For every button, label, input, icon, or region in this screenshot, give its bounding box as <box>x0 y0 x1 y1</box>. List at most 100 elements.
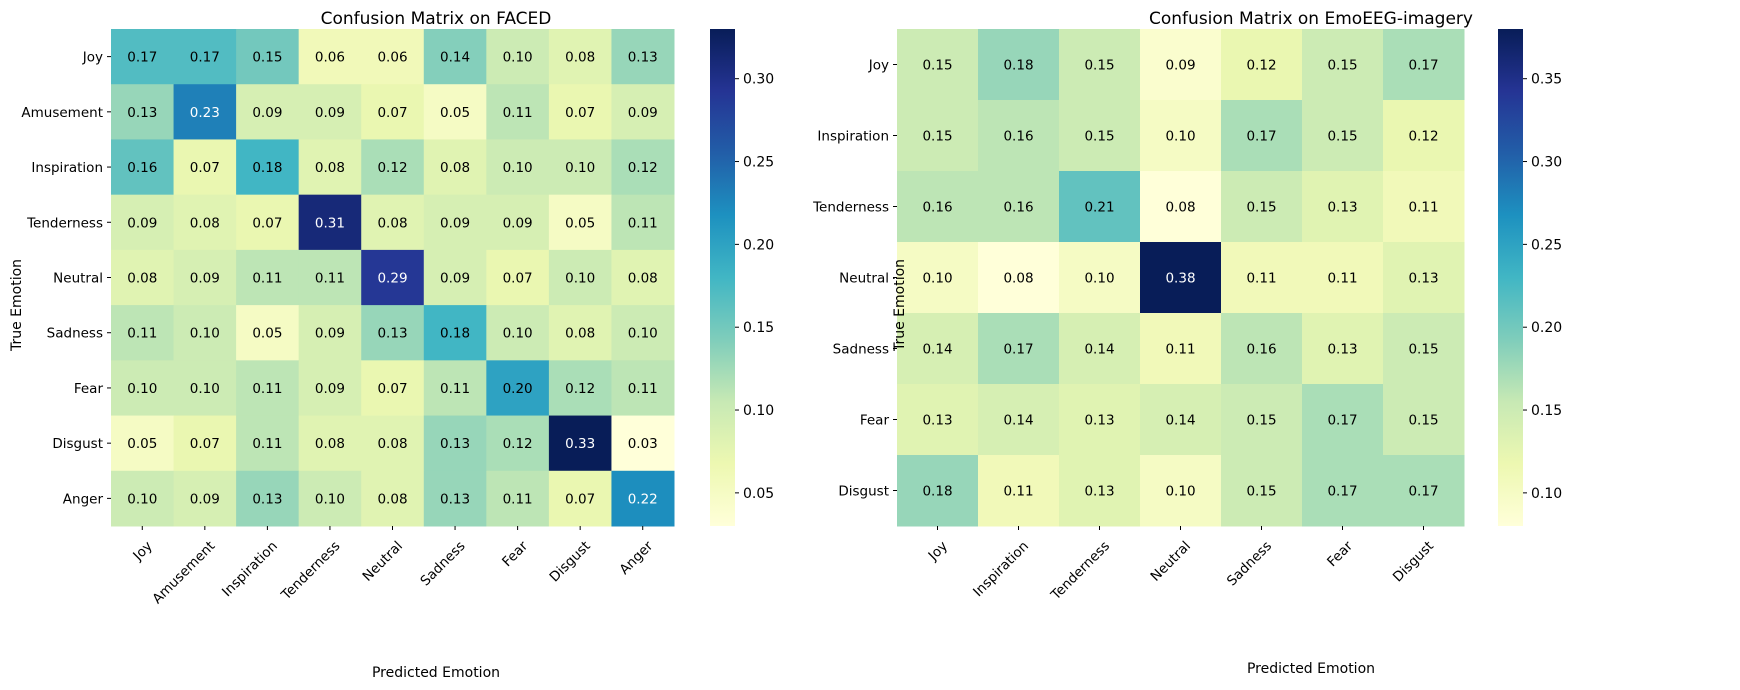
colorbar-tick-label: 0.25 <box>1531 237 1562 253</box>
y-tick-label: Joy <box>868 58 889 74</box>
cell-value-label: 0.11 <box>1408 200 1438 216</box>
cell-value-label: 0.12 <box>503 436 533 452</box>
x-axis-ticks: Joy Inspiration Tenderness Neutral Sadness Fe… <box>925 526 1437 604</box>
heatmap-cell <box>173 305 237 361</box>
heatmap-cell <box>1140 29 1222 101</box>
colorbar-gradient <box>710 29 735 526</box>
cell-value-label: 0.14 <box>440 50 470 66</box>
cell-value-label: 0.18 <box>440 326 470 342</box>
heatmap-cell <box>611 249 675 306</box>
heatmap-cell <box>897 384 979 456</box>
cell-value-label: 0.23 <box>190 105 220 121</box>
cell-value-label: 0.08 <box>377 436 407 452</box>
heatmap-cell <box>978 171 1060 243</box>
heatmap-cell <box>111 305 175 361</box>
heatmap-cell <box>423 194 487 251</box>
cell-value-label: 0.13 <box>1327 342 1357 358</box>
heatmap-cell <box>111 249 175 306</box>
heatmap-cell <box>548 305 612 361</box>
cell-value-label: 0.12 <box>565 381 595 397</box>
heatmap-cell <box>361 415 425 472</box>
cell-value-label: 0.29 <box>377 271 407 287</box>
heatmap-cell <box>173 194 237 251</box>
cell-value-label: 0.17 <box>1003 342 1033 358</box>
cell-value-label: 0.16 <box>127 160 157 176</box>
heatmap-cell <box>298 194 362 251</box>
heatmap-cell <box>1140 313 1222 385</box>
cell-value-label: 0.11 <box>127 326 157 342</box>
heatmap-cell <box>298 305 362 361</box>
colorbar-tick-label: 0.10 <box>1531 486 1562 502</box>
cell-value-label: 0.07 <box>377 381 407 397</box>
heatmap-cell <box>111 84 175 140</box>
heatmap-cell <box>978 313 1060 385</box>
colorbar-tick-label: 0.15 <box>1531 403 1562 419</box>
heatmap-cell <box>1302 29 1384 101</box>
heatmap-cell <box>1302 313 1384 385</box>
heatmap-cell <box>1059 171 1141 243</box>
heatmap-cell <box>1221 100 1303 172</box>
heatmap-cell <box>173 139 237 196</box>
chart-title: Confusion Matrix on FACED <box>321 9 552 29</box>
cell-value-label: 0.12 <box>377 160 407 176</box>
cell-value-label: 0.13 <box>252 491 282 507</box>
heatmap-cell <box>978 29 1060 101</box>
cell-value-label: 0.10 <box>315 491 345 507</box>
cell-value-label: 0.11 <box>440 381 470 397</box>
heatmap-cell <box>173 360 237 417</box>
colorbar-tick-label: 0.15 <box>743 320 774 336</box>
heatmap-cell <box>236 305 300 361</box>
heatmap-cell <box>486 305 550 361</box>
heatmap-cell <box>978 455 1060 527</box>
heatmap-cell <box>423 139 487 196</box>
y-tick-label: Sadness <box>47 326 103 342</box>
cell-value-label: 0.11 <box>628 215 658 231</box>
cell-value-label: 0.15 <box>1408 413 1438 429</box>
cell-value-label: 0.09 <box>503 215 533 231</box>
heatmap-cell <box>111 139 175 196</box>
cell-value-label: 0.14 <box>1165 413 1195 429</box>
heatmap-cell <box>611 84 675 140</box>
heatmap-cell <box>897 242 979 314</box>
cell-value-label: 0.18 <box>1003 58 1033 74</box>
cell-value-label: 0.11 <box>1327 271 1357 287</box>
heatmap-cell <box>111 470 175 527</box>
colorbar: 0.05 0.10 0.15 0.20 0.25 0.30 <box>710 29 774 526</box>
x-tick-label: Amusement <box>149 538 218 607</box>
heatmap-cell <box>1221 384 1303 456</box>
heatmap-cell <box>1221 29 1303 101</box>
cell-value-label: 0.08 <box>628 271 658 287</box>
y-tick-label: Fear <box>860 413 890 429</box>
cell-value-label: 0.11 <box>252 271 282 287</box>
heatmap-cell <box>1383 171 1465 243</box>
cell-value-label: 0.13 <box>377 326 407 342</box>
cell-value-label: 0.17 <box>190 50 220 66</box>
colorbar-tick-label: 0.30 <box>1531 155 1562 171</box>
y-tick-label: Joy <box>82 50 103 66</box>
cell-value-label: 0.11 <box>503 105 533 121</box>
heatmap-cell <box>611 470 675 527</box>
colorbar-tick-label: 0.35 <box>1531 72 1562 88</box>
heatmap-cell <box>298 139 362 196</box>
cell-value-label: 0.10 <box>190 326 220 342</box>
cell-value-label: 0.06 <box>315 50 345 66</box>
heatmap-cell <box>897 29 979 101</box>
cell-value-label: 0.09 <box>1165 58 1195 74</box>
colorbar-gradient <box>1498 29 1523 526</box>
heatmap-cell <box>361 194 425 251</box>
x-tick-label: Tenderness <box>1047 538 1113 604</box>
cell-value-label: 0.17 <box>1408 58 1438 74</box>
heatmap-cell <box>173 84 237 140</box>
x-tick-label: Fear <box>499 538 531 570</box>
cell-value-label: 0.09 <box>440 215 470 231</box>
y-tick-label: Tenderness <box>26 215 103 231</box>
cell-value-label: 0.05 <box>127 436 157 452</box>
heatmap-cell <box>486 139 550 196</box>
cell-value-label: 0.07 <box>377 105 407 121</box>
cell-value-label: 0.21 <box>1084 200 1114 216</box>
cell-value-label: 0.20 <box>503 381 533 397</box>
cell-value-label: 0.10 <box>503 50 533 66</box>
heatmap-cell <box>361 249 425 306</box>
cell-value-label: 0.16 <box>1003 129 1033 145</box>
